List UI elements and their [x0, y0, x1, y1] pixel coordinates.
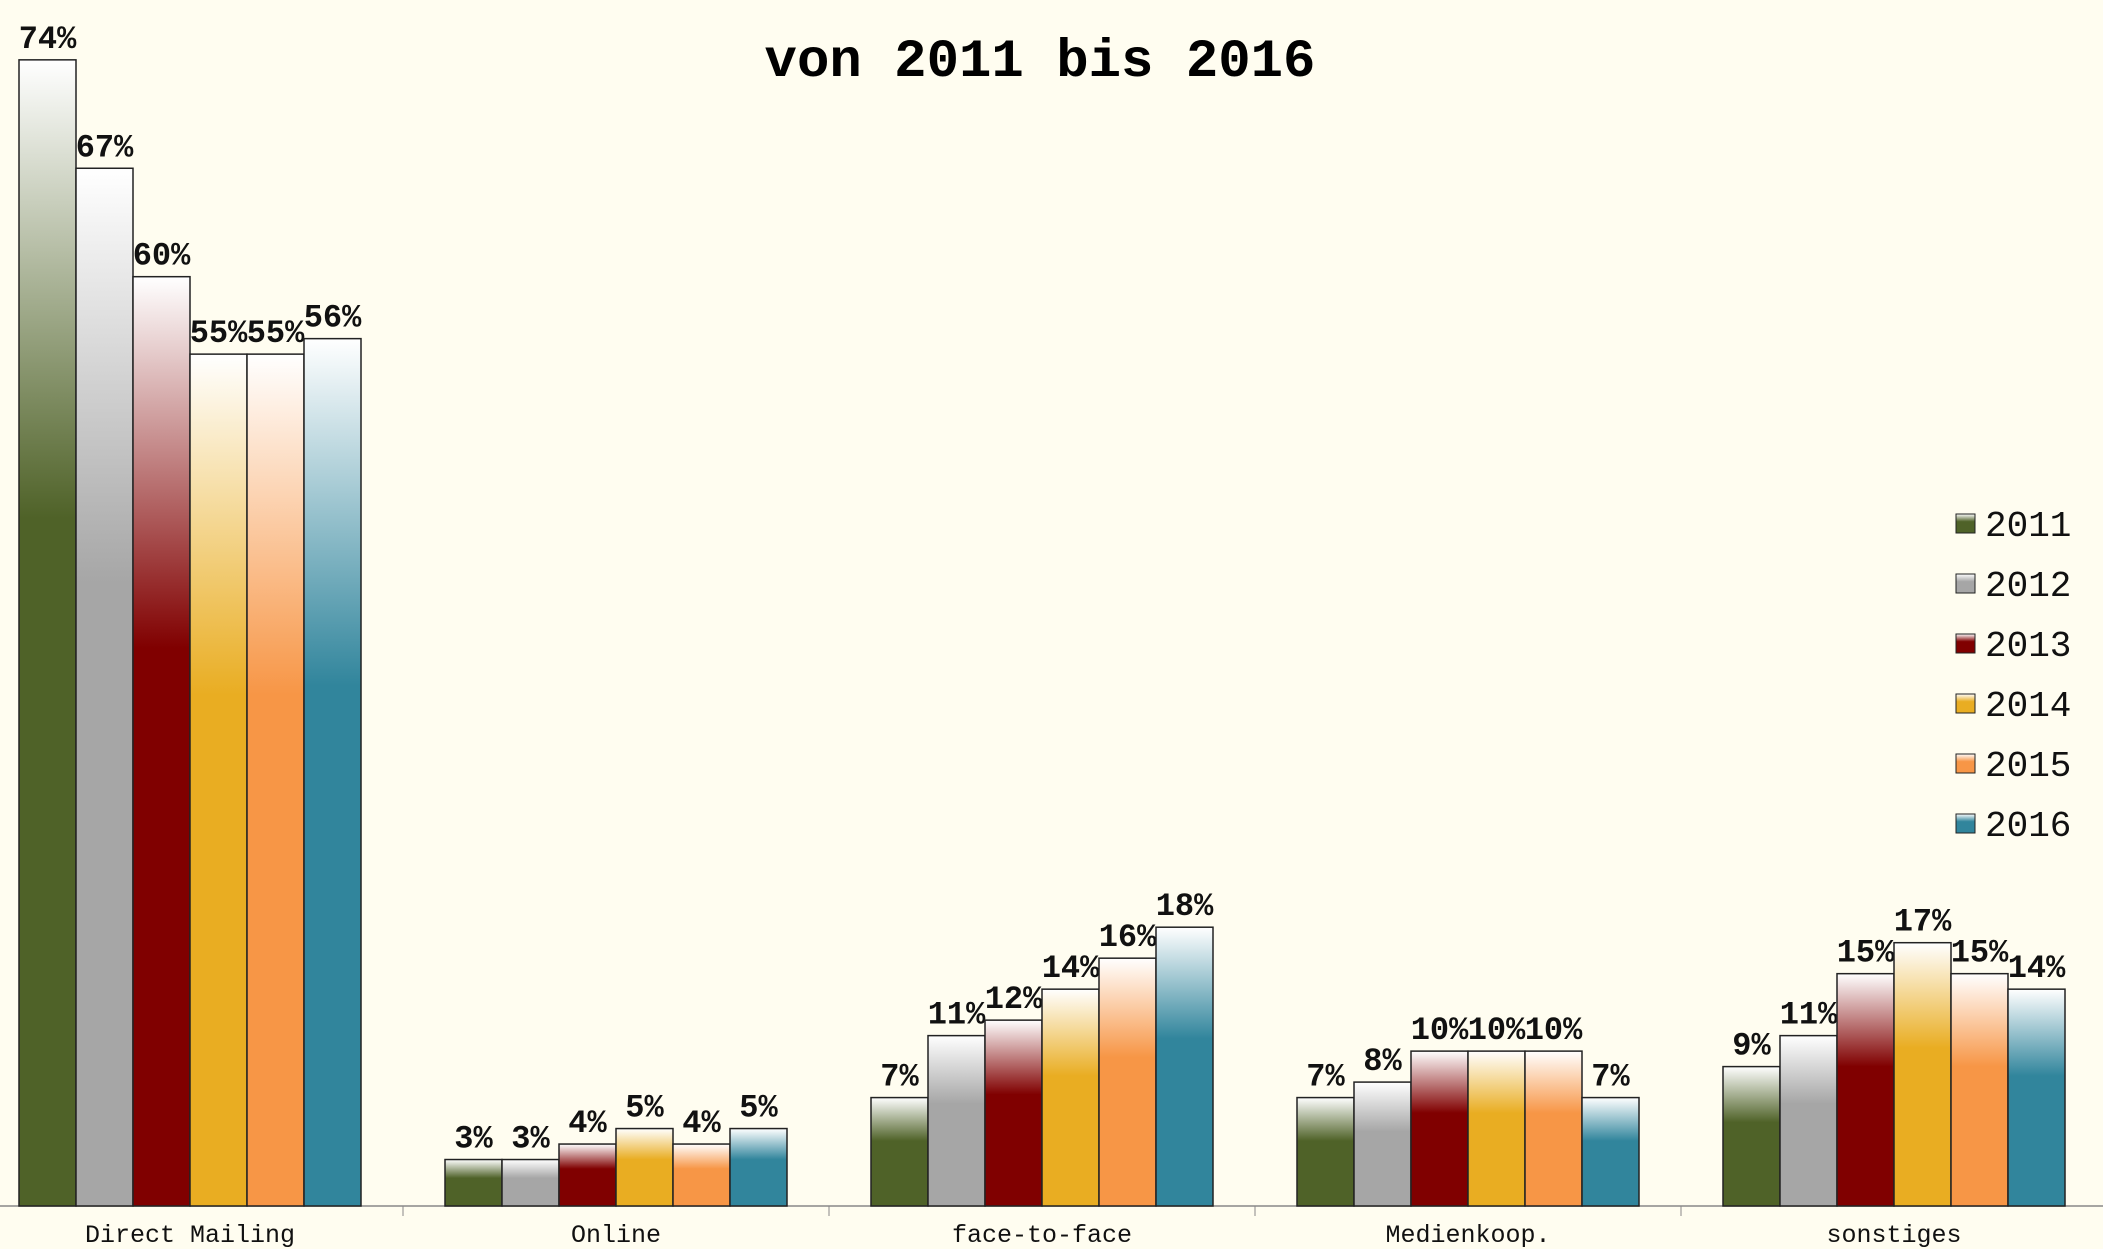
data-label: 10%: [1411, 1012, 1469, 1049]
bar: [729, 1127, 788, 1207]
data-label: 67%: [76, 129, 134, 166]
chart-title: von 2011 bis 2016: [765, 32, 1316, 93]
x-tick-label: face-to-face: [952, 1221, 1132, 1249]
bar: [501, 1158, 560, 1207]
legend-swatch: [1955, 813, 1976, 834]
bar: [1950, 972, 2009, 1207]
bar: [1836, 972, 1895, 1207]
legend-label: 2011: [1985, 506, 2071, 547]
bar: [444, 1158, 503, 1207]
data-label: 10%: [1525, 1012, 1583, 1049]
data-label: 3%: [511, 1121, 550, 1158]
data-label: 11%: [928, 997, 986, 1034]
data-label: 3%: [454, 1121, 493, 1158]
legend-swatch: [1955, 753, 1976, 774]
data-label: 16%: [1099, 919, 1157, 956]
data-label: 55%: [247, 315, 305, 352]
bar: [1098, 957, 1157, 1207]
bar: [2007, 988, 2066, 1207]
legend-swatch: [1955, 693, 1976, 714]
data-label: 14%: [2008, 950, 2066, 987]
bar: [132, 275, 191, 1207]
bar: [615, 1127, 674, 1207]
bar: [558, 1143, 617, 1207]
bar: [1581, 1096, 1640, 1207]
data-label: 5%: [739, 1090, 778, 1127]
data-label: 74%: [19, 21, 77, 58]
x-tick-label: Online: [571, 1221, 661, 1249]
bar: [1041, 988, 1100, 1207]
data-label: 15%: [1837, 935, 1895, 972]
x-tick-label: sonstiges: [1826, 1221, 1961, 1249]
legend-swatch: [1955, 573, 1976, 594]
bar: [1467, 1050, 1526, 1207]
data-label: 8%: [1363, 1043, 1402, 1080]
bar: [870, 1096, 929, 1207]
bar: [189, 353, 248, 1207]
data-label: 55%: [190, 315, 248, 352]
data-label: 10%: [1468, 1012, 1526, 1049]
bar: [1410, 1050, 1469, 1207]
legend-label: 2016: [1985, 806, 2071, 847]
bar: [672, 1143, 731, 1207]
bar: [1722, 1065, 1781, 1207]
x-tick-label: Direct Mailing: [85, 1221, 295, 1249]
legend-swatch: [1955, 513, 1976, 534]
data-label: 60%: [133, 238, 191, 275]
data-label: 7%: [1591, 1059, 1630, 1096]
bar: [1779, 1034, 1838, 1207]
bar: [75, 167, 134, 1207]
bar: [1893, 941, 1952, 1207]
bar: [1155, 926, 1214, 1207]
bar: [246, 353, 305, 1207]
data-label: 18%: [1156, 888, 1214, 925]
chart-title: Kaufanteil der einzelnen Instrumente: [457, 0, 1624, 11]
data-label: 15%: [1951, 935, 2009, 972]
data-label: 11%: [1780, 997, 1838, 1034]
data-label: 4%: [682, 1105, 721, 1142]
data-label: 4%: [568, 1105, 607, 1142]
data-label: 17%: [1894, 904, 1952, 941]
data-label: 7%: [1306, 1059, 1345, 1096]
legend-label: 2015: [1985, 746, 2071, 787]
data-label: 14%: [1042, 950, 1100, 987]
legend-label: 2013: [1985, 626, 2071, 667]
bar: [1296, 1096, 1355, 1207]
legend-swatch: [1955, 633, 1976, 654]
data-label: 9%: [1732, 1028, 1771, 1065]
data-label: 56%: [304, 300, 362, 337]
bar: [1353, 1081, 1412, 1207]
bar: [984, 1019, 1043, 1207]
data-label: 7%: [880, 1059, 919, 1096]
bar: [927, 1034, 986, 1207]
bar: [303, 337, 362, 1207]
legend-label: 2012: [1985, 566, 2071, 607]
bar: [18, 59, 77, 1207]
data-label: 12%: [985, 981, 1043, 1018]
legend-label: 2014: [1985, 686, 2071, 727]
x-tick-label: Medienkoop.: [1385, 1221, 1550, 1249]
bar: [1524, 1050, 1583, 1207]
data-label: 5%: [625, 1090, 664, 1127]
